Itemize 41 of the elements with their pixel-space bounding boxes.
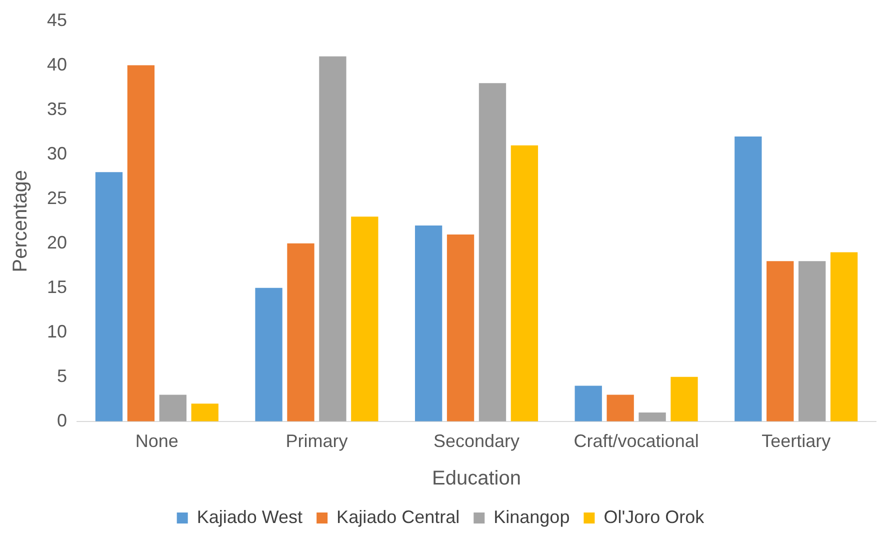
- bar: [638, 412, 666, 422]
- bar: [319, 56, 346, 422]
- y-tick-label: 45: [46, 10, 68, 30]
- x-tick-label: None: [135, 431, 178, 452]
- legend-label: Kajiado Central: [336, 506, 460, 527]
- y-tick-label: 15: [46, 276, 68, 297]
- bar: [606, 394, 634, 422]
- legend-label: Ol'Joro Orok: [604, 506, 706, 527]
- bar: [159, 394, 186, 422]
- legend-label: Kajiado West: [196, 506, 303, 527]
- bar: [766, 261, 794, 422]
- bar: [191, 404, 218, 422]
- bar: [478, 83, 506, 422]
- legend-label: Kinangop: [494, 506, 570, 527]
- x-tick-label: Primary: [286, 431, 348, 452]
- y-tick-label: 20: [46, 232, 68, 252]
- y-tick-label: 35: [46, 98, 68, 119]
- y-tick-label: 25: [46, 188, 68, 208]
- y-tick-label: 40: [46, 54, 68, 74]
- bar: [255, 288, 282, 422]
- bar: [287, 243, 314, 422]
- y-tick-label: 5: [57, 366, 68, 386]
- y-tick-label: 10: [46, 321, 68, 342]
- bar: [414, 226, 442, 422]
- bar: [446, 234, 474, 422]
- y-tick-label: 30: [46, 143, 68, 164]
- x-axis-title: Education: [432, 468, 521, 490]
- bar: [670, 376, 698, 422]
- y-axis-title: Percentage: [10, 170, 32, 272]
- bar: [574, 386, 602, 422]
- x-tick-label: Secondary: [433, 431, 520, 452]
- bar: [351, 216, 378, 422]
- bar: [798, 261, 826, 422]
- bar: [510, 145, 538, 422]
- x-tick-label: Teertiary: [762, 431, 831, 452]
- bar: [734, 136, 762, 422]
- x-tick-label: Craft/vocational: [574, 431, 699, 452]
- bar: [95, 172, 123, 422]
- bar: [127, 65, 155, 422]
- y-tick-label: 0: [57, 410, 68, 430]
- bar: [830, 252, 858, 422]
